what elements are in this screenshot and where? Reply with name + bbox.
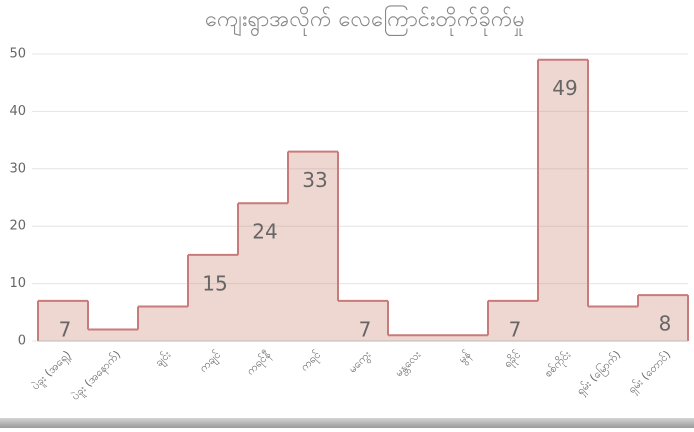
x-tick-label: ရခိုင် bbox=[501, 348, 525, 372]
x-tick-label: ကရင်နီ bbox=[244, 348, 275, 379]
step-area-band bbox=[438, 335, 488, 341]
y-tick-label: 20 bbox=[9, 219, 26, 234]
step-area-band bbox=[138, 306, 188, 341]
y-tick-label: 0 bbox=[18, 334, 26, 349]
step-area-band bbox=[538, 59, 588, 342]
step-area-band bbox=[488, 300, 538, 341]
step-area-band bbox=[88, 329, 138, 341]
step-area-band bbox=[388, 335, 438, 341]
x-tick-label: မန္တလေး bbox=[392, 348, 425, 381]
data-label: 33 bbox=[302, 168, 327, 192]
x-tick-label: ရှမ်း (တောင်) bbox=[625, 348, 674, 397]
x-tick-label: မကွေး bbox=[346, 348, 375, 377]
step-area-band bbox=[638, 295, 688, 341]
data-label: 7 bbox=[509, 317, 522, 341]
step-area-band bbox=[588, 306, 638, 341]
x-tick-label: မွန် bbox=[456, 348, 475, 367]
step-area-band bbox=[38, 300, 88, 341]
data-label: 49 bbox=[552, 76, 577, 100]
x-tick-label: စစ်ကိုင်း bbox=[541, 348, 574, 381]
step-area-band bbox=[288, 151, 338, 341]
data-label: 8 bbox=[659, 312, 672, 336]
step-area-band bbox=[238, 203, 288, 341]
step-area-band bbox=[188, 254, 238, 341]
y-tick-label: 30 bbox=[9, 161, 26, 176]
chart-title: ကျေးရွာအလိုက် လေကြောင်းတိုက်ခိုက်မှု bbox=[205, 5, 525, 37]
y-tick-label: 10 bbox=[9, 276, 26, 291]
x-tick-label: ချင်း bbox=[152, 348, 175, 371]
x-tick-label: ကရင် bbox=[298, 348, 325, 375]
x-tick-label: ကချင် bbox=[197, 348, 225, 376]
data-label: 7 bbox=[359, 317, 372, 341]
data-label: 24 bbox=[252, 220, 277, 244]
y-tick-label: 50 bbox=[9, 47, 26, 62]
step-area-band bbox=[338, 300, 388, 341]
x-tick-label: ပဲခူး (အနောက်) bbox=[69, 348, 125, 404]
bottom-bar bbox=[0, 418, 694, 428]
x-tick-label: ပဲခူး (အရှေ့) bbox=[29, 348, 75, 394]
y-tick-label: 40 bbox=[9, 104, 26, 119]
x-tick-label: ရှမ်း (မြောက်) bbox=[573, 347, 625, 399]
data-label: 15 bbox=[202, 271, 227, 295]
data-label: 7 bbox=[59, 317, 72, 341]
